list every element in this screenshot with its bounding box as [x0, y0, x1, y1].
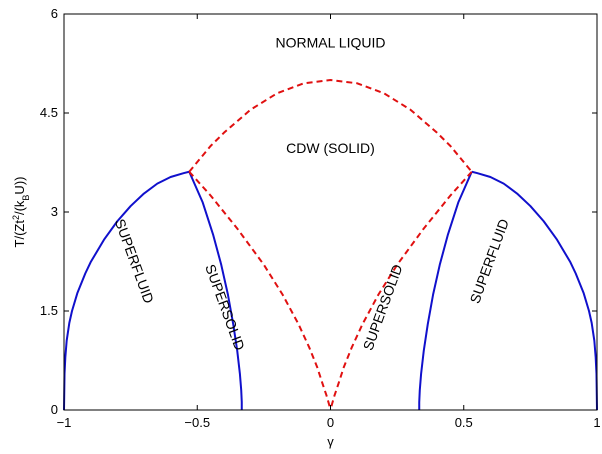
dashed-boundary-line-6	[329, 171, 473, 411]
y-tick-label: 3	[51, 204, 58, 219]
y-tick-label: 0	[51, 402, 58, 417]
plot-frame	[63, 13, 598, 411]
y-axis-label: T/(Zt2/(kBU))	[11, 177, 31, 248]
solid-boundary-line-1	[188, 171, 243, 410]
solid-boundary-line-2	[471, 170, 598, 411]
x-tick-label: 1	[593, 415, 600, 430]
dashed-boundary-line-5	[188, 171, 332, 411]
region-label-supersolid: SUPERSOLID	[360, 262, 406, 352]
x-tick-label: −1	[57, 415, 72, 430]
axes-layer	[63, 13, 598, 411]
y-tick-label: 6	[51, 6, 58, 21]
x-tick-label: −0.5	[184, 415, 210, 430]
curves-layer	[63, 79, 598, 411]
region-label-superfluid: SUPERFLUID	[466, 217, 511, 306]
solid-boundary-line-0	[63, 170, 190, 411]
region-label-superfluid: SUPERFLUID	[112, 217, 157, 306]
x-tick-label: 0.5	[455, 415, 473, 430]
region-label-supersolid: SUPERSOLID	[202, 262, 248, 352]
y-tick-label: 1.5	[40, 303, 58, 318]
ticks-layer	[63, 13, 598, 411]
x-axis-label: γ	[327, 434, 334, 449]
dashed-boundary-line-4	[188, 79, 473, 173]
labels-layer: −1 −0.5 0 0.5 1 0 1.5 3 4.5 6 γ T/(Zt2/(kBU)) NORMAL…	[11, 6, 601, 449]
solid-boundary-line-3	[418, 171, 473, 410]
region-label-cdw-solid: CDW (SOLID)	[286, 140, 375, 156]
x-tick-label: 0	[327, 415, 334, 430]
y-tick-label: 4.5	[40, 105, 58, 120]
region-label-normal-liquid: NORMAL LIQUID	[276, 34, 386, 50]
